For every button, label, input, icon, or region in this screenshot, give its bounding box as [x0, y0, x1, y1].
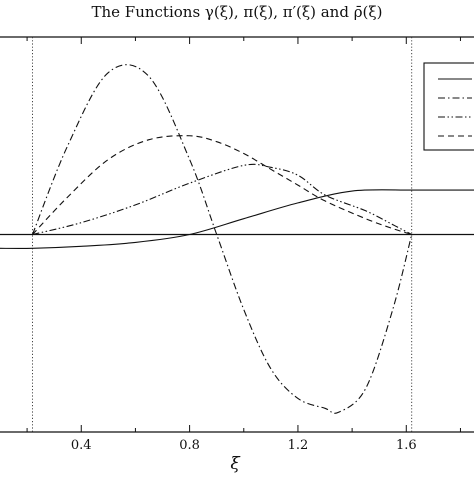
- legend-box: [423, 62, 474, 151]
- x-tick-label: 0.4: [71, 438, 92, 453]
- series-line-2: [31, 64, 413, 414]
- series-line-3: [32, 163, 412, 236]
- x-axis-ticks: 0.4 0.8 1.2 1.6: [26, 37, 461, 453]
- x-tick-label: 0.8: [179, 438, 200, 453]
- chart-title: The Functions γ(ξ), π(ξ), π′(ξ) and ρ̄(ξ…: [91, 3, 382, 21]
- x-axis-label: ξ: [230, 454, 241, 474]
- series-line-4: [32, 135, 412, 236]
- reference-lines: [0, 37, 474, 432]
- plot-axes: [0, 36, 474, 433]
- x-tick-label: 1.2: [288, 438, 309, 453]
- series-lines: [0, 64, 474, 414]
- series-line-1: [0, 189, 474, 250]
- legend: [423, 62, 474, 151]
- x-tick-label: 1.6: [396, 438, 417, 453]
